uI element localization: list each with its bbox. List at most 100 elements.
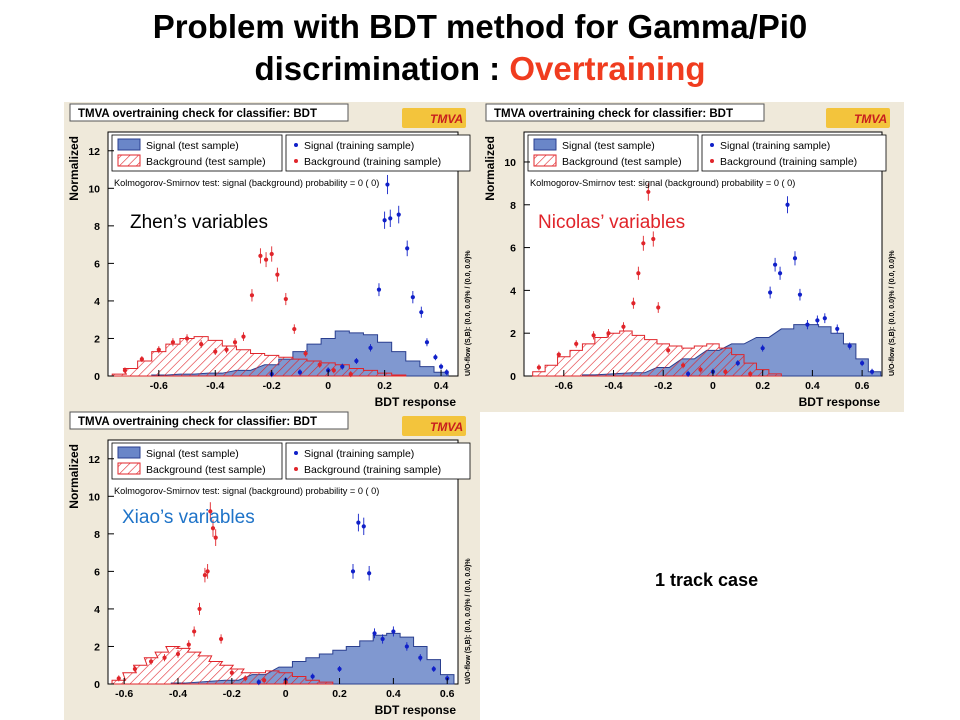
background-training-point (348, 372, 353, 377)
background-test-histogram (111, 336, 407, 377)
chart-title: TMVA overtraining check for classifier: … (494, 108, 733, 120)
legend-background-training: Background (training sample) (304, 464, 441, 476)
x-tick-label: -0.2 (223, 688, 241, 700)
y-tick-label: 8 (94, 529, 100, 541)
legend-signal-training: Signal (training sample) (720, 140, 830, 152)
x-tick-label: 0.4 (434, 380, 449, 392)
background-training-point (651, 236, 656, 242)
background-training-point (132, 666, 138, 672)
legend-signal-training-marker (294, 451, 298, 455)
x-axis-label: BDT response (375, 395, 457, 409)
chart-panel-xiao: TMVA overtraining check for classifier: … (64, 410, 480, 720)
background-training-point (213, 349, 218, 354)
y-axis-label: Normalized (67, 444, 81, 509)
x-tick-label: 0.2 (377, 380, 392, 392)
signal-training-point (388, 216, 393, 221)
background-training-point (262, 678, 267, 683)
slide-title: Problem with BDT method for Gamma/Pi0 di… (0, 6, 960, 90)
plot-area (107, 131, 459, 377)
x-tick-label: 0.6 (855, 380, 870, 392)
background-training-point (292, 326, 297, 332)
overflow-label: U/O-flow (S,B): (0.0, 0.0)% / (0.0, 0.0)… (465, 250, 472, 376)
background-training-point (621, 324, 626, 329)
legend-background-test: Background (test sample) (146, 156, 266, 168)
signal-training-point (797, 292, 803, 297)
signal-training-point (869, 369, 875, 374)
signal-training-point (768, 290, 773, 295)
signal-training-point (760, 346, 765, 351)
background-training-point (574, 341, 579, 346)
background-training-point (636, 271, 641, 276)
background-training-point (197, 606, 202, 612)
background-training-point (218, 636, 224, 642)
background-training-point (210, 526, 216, 531)
x-tick-label: 0 (710, 380, 716, 392)
background-training-point (186, 642, 191, 647)
legend-signal-test: Signal (test sample) (146, 140, 239, 152)
legend-background-training: Background (training sample) (720, 156, 857, 168)
y-tick-label: 0 (510, 371, 516, 383)
signal-training-point (792, 256, 798, 261)
background-training-point (202, 573, 208, 578)
y-tick-label: 2 (94, 333, 100, 345)
x-axis-label: BDT response (375, 703, 457, 717)
signal-training-point (340, 364, 345, 369)
background-training-point (162, 655, 167, 660)
chart-panel-nicolas: TMVA overtraining check for classifier: … (480, 102, 904, 412)
background-training-point (232, 340, 238, 345)
y-tick-label: 0 (94, 371, 100, 383)
legend-signal-training: Signal (training sample) (304, 448, 414, 460)
y-tick-label: 6 (94, 566, 100, 578)
signal-training-point (419, 310, 424, 315)
tmva-logo-icon (402, 108, 466, 128)
y-tick-label: 6 (510, 243, 516, 255)
background-training-point (556, 352, 561, 357)
signal-training-point (418, 655, 423, 660)
y-tick-label: 8 (94, 221, 100, 233)
x-tick-label: -0.6 (150, 380, 168, 392)
y-tick-label: 4 (94, 604, 100, 616)
chart-svg-zhen: TMVA overtraining check for classifier: … (67, 103, 472, 409)
background-training-point (748, 371, 753, 376)
signal-training-point (424, 340, 430, 345)
background-training-point (139, 357, 144, 362)
tmva-logo-text: TMVA (430, 112, 463, 126)
signal-training-point (256, 680, 261, 685)
signal-training-point (376, 287, 382, 292)
legend-signal-training-marker (710, 143, 714, 147)
signal-training-point (356, 520, 361, 525)
background-training-point (631, 301, 636, 306)
ks-test-text: Kolmogorov-Smirnov test: signal (backgro… (114, 178, 379, 188)
label-xiao-variables: Xiao’s variables (122, 507, 255, 528)
legend-right-box (285, 134, 471, 172)
background-training-point (249, 293, 255, 298)
x-tick-label: -0.4 (169, 688, 187, 700)
title-line-1: Problem with BDT method for Gamma/Pi0 (152, 8, 808, 45)
legend-right-box (285, 442, 471, 480)
ks-test-text: Kolmogorov-Smirnov test: signal (backgro… (114, 486, 379, 496)
legend-background-training-marker (710, 159, 714, 163)
x-tick-label: 0.6 (440, 688, 455, 700)
y-tick-label: 8 (510, 200, 516, 212)
background-training-point (258, 253, 263, 258)
chart-svg-nicolas: TMVA overtraining check for classifier: … (483, 103, 896, 409)
overflow-label: U/O-flow (S,B): (0.0, 0.0)% / (0.0, 0.0)… (465, 558, 472, 684)
signal-training-point (735, 361, 740, 366)
y-tick-label: 2 (94, 641, 100, 653)
x-tick-label: 0.2 (755, 380, 770, 392)
background-training-point (213, 535, 218, 540)
y-tick-label: 12 (88, 454, 100, 466)
y-tick-label: 12 (88, 146, 100, 158)
legend-background-test: Background (test sample) (562, 156, 682, 168)
signal-training-point (438, 364, 444, 369)
y-tick-label: 2 (510, 328, 516, 340)
signal-training-point (385, 182, 390, 187)
background-training-point (591, 333, 596, 338)
signal-training-point (297, 370, 303, 375)
legend-background-training-marker (294, 467, 298, 471)
signal-training-point (785, 202, 790, 207)
signal-training-point (354, 358, 359, 364)
background-training-point (199, 341, 204, 347)
signal-training-point (310, 674, 315, 679)
signal-training-point (431, 666, 436, 672)
